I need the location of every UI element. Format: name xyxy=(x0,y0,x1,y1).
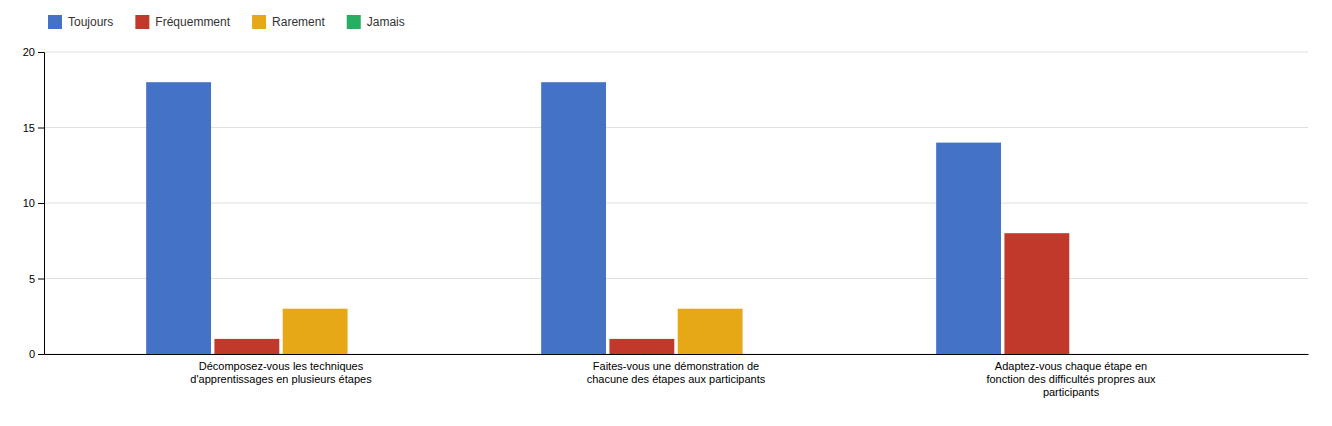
y-tick-mark xyxy=(38,128,44,129)
y-tick: 10 xyxy=(23,197,44,209)
legend-item: Jamais xyxy=(347,15,405,29)
legend: Toujours Fréquemment Rarement Jamais xyxy=(48,15,405,29)
legend-label: Rarement xyxy=(272,15,325,29)
y-tick-label: 15 xyxy=(23,122,35,134)
x-axis-line xyxy=(45,354,1309,355)
x-tick: Faites-vous une démonstration dechacune … xyxy=(587,360,766,385)
x-tick-label: Faites-vous une démonstration dechacune … xyxy=(587,360,766,385)
x-tick-label: Adaptez-vous chaque étape enfonction des… xyxy=(986,360,1156,398)
bar xyxy=(283,309,348,354)
bar xyxy=(678,309,743,354)
y-tick-label: 20 xyxy=(23,46,35,58)
legend-swatch xyxy=(48,15,62,29)
bar xyxy=(1073,354,1138,355)
bar-series xyxy=(146,82,1001,354)
bar xyxy=(1141,354,1206,355)
legend-label: Toujours xyxy=(68,15,113,29)
y-axis: 0 5 10 15 20 xyxy=(23,46,45,360)
bar xyxy=(1004,233,1069,354)
plot: 0 5 10 15 20 Décomposez-vous les techniquesd'… xyxy=(23,46,1309,398)
x-tick-label: Décomposez-vous les techniquesd'apprenti… xyxy=(190,360,372,385)
x-tick-label-line: chacune des étapes aux participants xyxy=(587,373,766,385)
bar-series xyxy=(283,309,743,354)
y-tick-mark xyxy=(38,354,44,355)
legend-item: Fréquemment xyxy=(135,15,230,29)
bar xyxy=(541,82,606,354)
x-tick-label-line: Adaptez-vous chaque étape en xyxy=(995,360,1147,372)
bar xyxy=(214,339,279,354)
y-tick-mark xyxy=(38,203,44,204)
bar xyxy=(351,354,416,355)
x-axis: Décomposez-vous les techniquesd'apprenti… xyxy=(45,355,1309,399)
legend-label: Jamais xyxy=(367,15,405,29)
y-tick-mark xyxy=(38,52,44,53)
grid-line xyxy=(44,203,1308,204)
legend-swatch xyxy=(135,15,149,29)
x-tick: Adaptez-vous chaque étape enfonction des… xyxy=(986,360,1156,398)
legend-swatch xyxy=(252,15,266,29)
x-tick-label-line: Décomposez-vous les techniques xyxy=(199,360,364,372)
legend-item: Rarement xyxy=(252,15,325,29)
y-tick: 20 xyxy=(23,46,44,58)
x-tick: Décomposez-vous les techniquesd'apprenti… xyxy=(190,360,372,385)
y-tick-label: 5 xyxy=(29,273,35,285)
legend-swatch xyxy=(347,15,361,29)
bar xyxy=(609,339,674,354)
grid-line xyxy=(44,127,1308,128)
x-tick-label-line: Faites-vous une démonstration de xyxy=(593,360,759,372)
y-axis-line xyxy=(38,53,45,355)
chart: 0 5 10 15 20 Décomposez-vous les techniquesd'… xyxy=(0,0,1332,426)
legend-label: Fréquemment xyxy=(155,15,230,29)
y-tick: 15 xyxy=(23,122,44,134)
x-tick-label-line: participants xyxy=(1043,386,1100,398)
grid xyxy=(44,52,1308,354)
y-tick: 0 xyxy=(29,348,44,360)
grid-line xyxy=(44,52,1308,53)
x-tick-label-line: d'apprentissages en plusieurs étapes xyxy=(190,373,372,385)
y-tick-label: 0 xyxy=(29,348,35,360)
bar xyxy=(146,82,211,354)
y-tick-mark xyxy=(38,279,44,280)
y-tick-label: 10 xyxy=(23,197,35,209)
bar-series xyxy=(214,233,1069,354)
bars xyxy=(146,82,1069,354)
bar xyxy=(936,143,1001,354)
bar xyxy=(746,354,811,355)
legend-item: Toujours xyxy=(48,15,113,29)
grid-line xyxy=(44,278,1308,279)
x-tick-label-line: fonction des difficultés propres aux xyxy=(986,373,1156,385)
y-tick: 5 xyxy=(29,273,44,285)
